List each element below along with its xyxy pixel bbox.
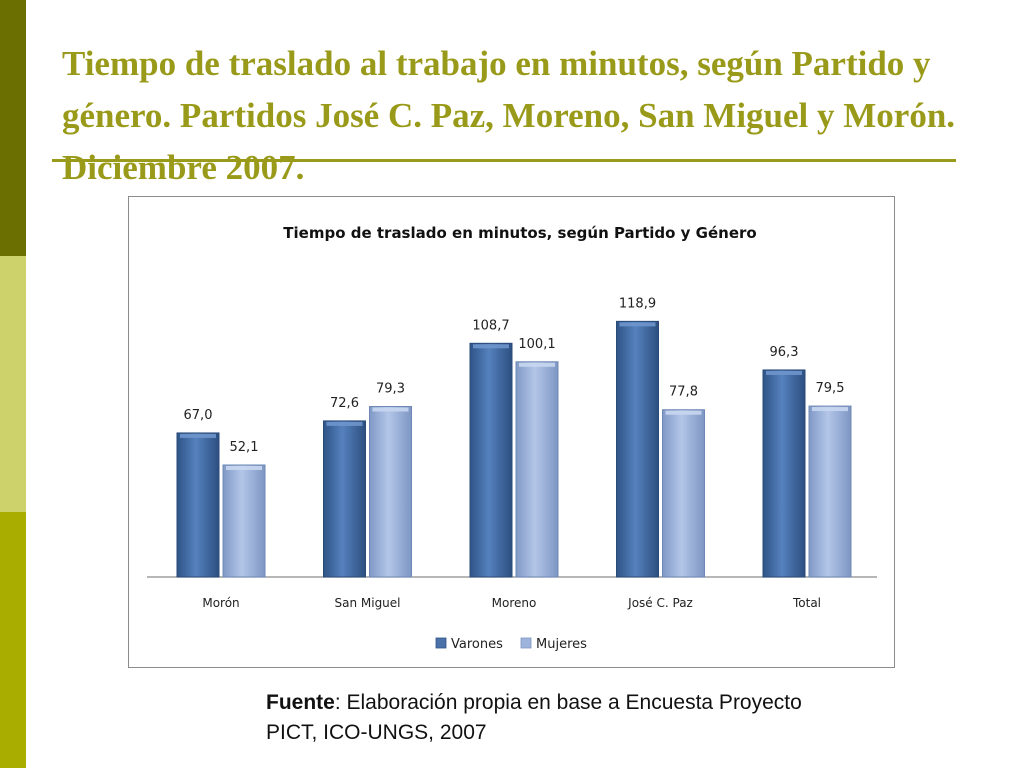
x-tick-label-moreno: Moreno xyxy=(492,596,537,610)
title-underline xyxy=(52,159,956,162)
side-bar-top xyxy=(0,0,26,256)
bars-group: 67,0 52,1 Morón 72,6 79,3 San Miguel 108,7 100,… xyxy=(176,296,852,610)
bar-highlight-mujeres-moron xyxy=(226,465,262,470)
bar-highlight-varones-jose-c-paz xyxy=(619,322,656,327)
data-label-mujeres-san-miguel: 79,3 xyxy=(376,382,405,397)
bar-highlight-mujeres-moreno xyxy=(519,362,555,367)
bar-varones-jose-c-paz xyxy=(616,320,659,578)
source-label: Fuente xyxy=(266,691,335,714)
data-label-varones-moreno: 108,7 xyxy=(472,318,509,333)
bar-highlight-varones-total xyxy=(766,370,802,375)
bar-highlight-mujeres-total xyxy=(812,407,848,412)
bar-highlight-varones-moron xyxy=(180,433,216,438)
data-label-varones-jose-c-paz: 118,9 xyxy=(619,296,656,311)
data-label-mujeres-moron: 52,1 xyxy=(230,440,259,455)
data-label-varones-san-miguel: 72,6 xyxy=(330,396,359,411)
bar-varones-total xyxy=(762,369,806,578)
bar-highlight-varones-san-miguel xyxy=(326,421,363,426)
legend-label-varones: Varones xyxy=(451,637,503,652)
data-label-mujeres-jose-c-paz: 77,8 xyxy=(669,385,698,400)
slide-title: Tiempo de traslado al trabajo en minutos… xyxy=(62,44,956,187)
data-label-varones-moron: 67,0 xyxy=(184,408,213,423)
data-label-varones-total: 96,3 xyxy=(770,345,799,360)
x-tick-label-jose-c-paz: José C. Paz xyxy=(627,596,693,610)
source-text: : Elaboración propia en base a Encuesta … xyxy=(266,691,802,744)
data-label-mujeres-moreno: 100,1 xyxy=(518,337,555,352)
chart-title: Tiempo de traslado en minutos, según Par… xyxy=(283,224,756,242)
bar-highlight-varones-moreno xyxy=(473,344,509,349)
bar-varones-moreno xyxy=(469,342,513,578)
bar-mujeres-san-miguel xyxy=(369,406,412,578)
bar-mujeres-jose-c-paz xyxy=(662,409,705,578)
x-tick-label-moron: Morón xyxy=(202,596,239,610)
bar-highlight-mujeres-jose-c-paz xyxy=(665,410,702,415)
chart-frame: Tiempo de traslado en minutos, según Par… xyxy=(128,196,895,668)
bar-mujeres-moreno xyxy=(515,361,559,578)
source-note: Fuente: Elaboración propia en base a Enc… xyxy=(266,688,826,748)
bar-mujeres-moron xyxy=(222,464,266,578)
side-bar-middle xyxy=(0,256,26,512)
bar-varones-moron xyxy=(176,432,220,578)
x-tick-label-san-miguel: San Miguel xyxy=(334,596,400,610)
legend-swatch-mujeres xyxy=(520,637,532,649)
legend-swatch-varones xyxy=(435,637,447,649)
x-tick-label-total: Total xyxy=(792,596,821,610)
legend-label-mujeres: Mujeres xyxy=(536,637,587,652)
bar-mujeres-total xyxy=(808,405,852,578)
bar-chart: Tiempo de traslado en minutos, según Par… xyxy=(147,224,877,652)
bar-highlight-mujeres-san-miguel xyxy=(372,407,409,412)
side-bar-bottom xyxy=(0,512,26,768)
chart-legend: Varones Mujeres xyxy=(435,637,587,652)
bar-varones-san-miguel xyxy=(323,420,366,578)
data-label-mujeres-total: 79,5 xyxy=(816,381,845,396)
